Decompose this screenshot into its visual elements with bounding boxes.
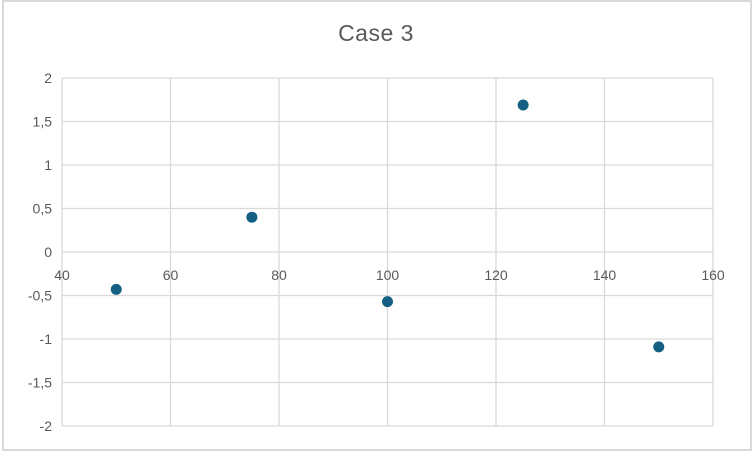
x-axis-tick-label: 140 — [593, 267, 617, 283]
y-axis-tick-label: 2 — [44, 70, 52, 86]
data-point[interactable] — [246, 211, 258, 223]
data-point[interactable] — [517, 99, 529, 111]
data-point[interactable] — [110, 283, 122, 295]
data-point[interactable] — [653, 341, 665, 353]
x-axis-tick-label: 60 — [163, 267, 179, 283]
x-axis-tick-label: 80 — [271, 267, 287, 283]
y-axis-tick-label: 1 — [44, 157, 52, 173]
y-axis-tick-label: -1 — [40, 331, 53, 347]
chart-title[interactable]: Case 3 — [338, 20, 414, 46]
x-axis-tick-label: 160 — [701, 267, 725, 283]
x-axis-tick-label: 40 — [54, 267, 70, 283]
data-point[interactable] — [382, 296, 393, 308]
y-axis-tick-label: 1,5 — [33, 114, 53, 130]
x-axis-tick-label: 120 — [484, 267, 508, 283]
y-axis-tick-label: -2 — [40, 418, 53, 434]
y-axis-tick-label: -0,5 — [28, 288, 52, 304]
y-axis-tick-label: 0,5 — [33, 201, 53, 217]
x-axis-tick-label: 100 — [376, 267, 400, 283]
y-axis-tick-label: 0 — [44, 244, 52, 260]
y-axis-tick-label: -1,5 — [28, 375, 52, 391]
